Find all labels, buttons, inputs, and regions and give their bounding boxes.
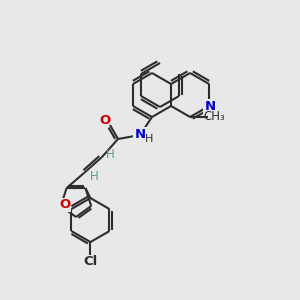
Text: O: O <box>59 198 70 212</box>
Text: N: N <box>134 128 146 142</box>
Text: Cl: Cl <box>83 255 98 268</box>
Text: H: H <box>90 169 98 182</box>
Text: O: O <box>99 115 111 128</box>
Text: CH₃: CH₃ <box>203 110 225 124</box>
Text: H: H <box>106 148 114 161</box>
Text: N: N <box>205 100 216 113</box>
Text: H: H <box>145 134 153 144</box>
